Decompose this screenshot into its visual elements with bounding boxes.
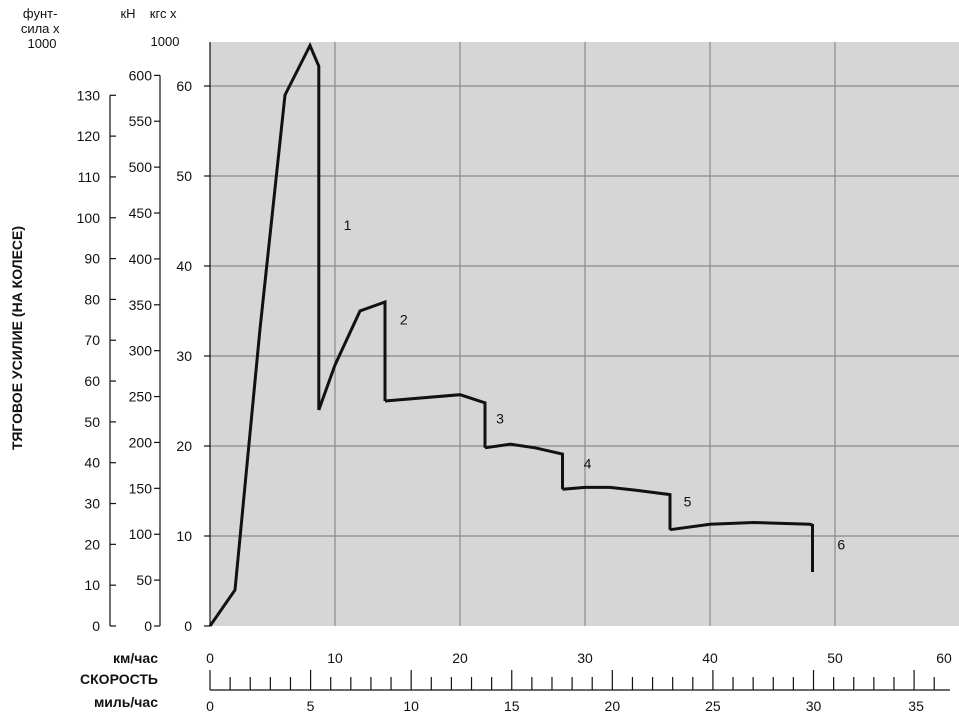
y-axis-title: ТЯГОВОЕ УСИЛИЕ (НА КОЛЕСЕ) — [9, 226, 25, 450]
curve-6 — [669, 520, 814, 572]
curve-3 — [384, 393, 487, 448]
x-axis-mph-label: миль/час — [94, 694, 158, 710]
x-axis-speed-label: СКОРОСТЬ — [80, 671, 158, 687]
curve-label-6: 6 — [837, 537, 845, 553]
y-tick-label-kn-600: 600 — [129, 67, 153, 83]
x-tick-label-mph-20: 20 — [605, 698, 621, 714]
x-tick-label-mph-15: 15 — [504, 698, 520, 714]
curve-4 — [484, 442, 564, 490]
x-tick-label-kmh-50: 50 — [827, 650, 843, 666]
y-tick-label-kn-400: 400 — [129, 251, 153, 267]
curve-label-1: 1 — [344, 217, 352, 233]
y-tick-label-kn-550: 550 — [129, 113, 153, 129]
x-axis-kmh-label: км/час — [113, 650, 158, 666]
y-tick-label-lbf-90: 90 — [84, 251, 100, 267]
y-tick-label-lbf-10: 10 — [84, 577, 100, 593]
y-tick-label-lbf-40: 40 — [84, 455, 100, 471]
x-tick-label-kmh-10: 10 — [327, 650, 343, 666]
unit-header-kn: кН — [120, 6, 135, 21]
y-tick-label-kn-0: 0 — [144, 618, 152, 634]
y-tick-label-lbf-120: 120 — [77, 128, 101, 144]
grid-lines — [210, 42, 959, 626]
y-tick-label-lbf-110: 110 — [78, 169, 101, 185]
y-tick-label-kgf-60: 60 — [176, 78, 192, 94]
y-tick-label-kn-500: 500 — [129, 159, 153, 175]
x-tick-label-mph-0: 0 — [206, 698, 214, 714]
y-tick-label-lbf-0: 0 — [92, 618, 100, 634]
x-tick-label-mph-25: 25 — [705, 698, 721, 714]
y-tick-label-lbf-30: 30 — [84, 496, 100, 512]
y-tick-label-lbf-80: 80 — [84, 291, 100, 307]
y-tick-label-kn-100: 100 — [129, 526, 153, 542]
y-tick-label-kgf-10: 10 — [176, 528, 192, 544]
y-tick-label-kn-150: 150 — [129, 480, 153, 496]
y-tick-label-kn-50: 50 — [136, 572, 152, 588]
y-tick-label-kn-350: 350 — [129, 297, 153, 313]
curve-label-5: 5 — [684, 493, 692, 509]
unit-header-lbf: фунт- сила х 1000 — [21, 6, 63, 51]
x-tick-label-kmh-20: 20 — [452, 650, 468, 666]
y-tick-label-kgf-30: 30 — [176, 348, 192, 364]
y-tick-label-lbf-50: 50 — [84, 414, 100, 430]
y-tick-label-kgf-20: 20 — [176, 438, 192, 454]
curve-5 — [562, 485, 672, 530]
curve-labels: 1 2 3 4 5 6 — [344, 217, 846, 553]
unit-header-kgf: кгс х 1000 — [150, 6, 180, 49]
x-tick-label-mph-10: 10 — [403, 698, 419, 714]
y-tick-label-kn-200: 200 — [129, 434, 153, 450]
x-tick-label-mph-5: 5 — [307, 698, 315, 714]
y-tick-label-lbf-60: 60 — [84, 373, 100, 389]
y-tick-label-kgf-50: 50 — [176, 168, 192, 184]
y-tick-label-kn-250: 250 — [129, 389, 153, 405]
curve-label-3: 3 — [496, 411, 504, 427]
y-tick-label-kgf-0: 0 — [184, 618, 192, 634]
y-tick-label-lbf-100: 100 — [77, 210, 101, 226]
x-tick-label-kmh-0: 0 — [206, 650, 214, 666]
curves — [208, 41, 814, 627]
y-tick-label-lbf-70: 70 — [84, 332, 100, 348]
x-tick-label-kmh-40: 40 — [702, 650, 718, 666]
y-tick-label-lbf-130: 130 — [77, 87, 101, 103]
x-tick-label-mph-35: 35 — [908, 698, 924, 714]
curve-1 — [208, 41, 321, 627]
curve-label-2: 2 — [400, 312, 408, 328]
y-tick-label-lbf-20: 20 — [84, 536, 100, 552]
x-tick-label-kmh-60: 60 — [936, 650, 952, 666]
curve-2 — [317, 299, 387, 411]
y-tick-label-kn-300: 300 — [129, 343, 153, 359]
y-tick-label-kgf-40: 40 — [176, 258, 192, 274]
x-tick-label-mph-30: 30 — [806, 698, 822, 714]
y-tick-label-kn-450: 450 — [129, 205, 153, 221]
curve-label-4: 4 — [584, 456, 592, 472]
x-tick-label-kmh-30: 30 — [577, 650, 593, 666]
axes: 0102030405060050100150200250300350400450… — [77, 42, 952, 714]
